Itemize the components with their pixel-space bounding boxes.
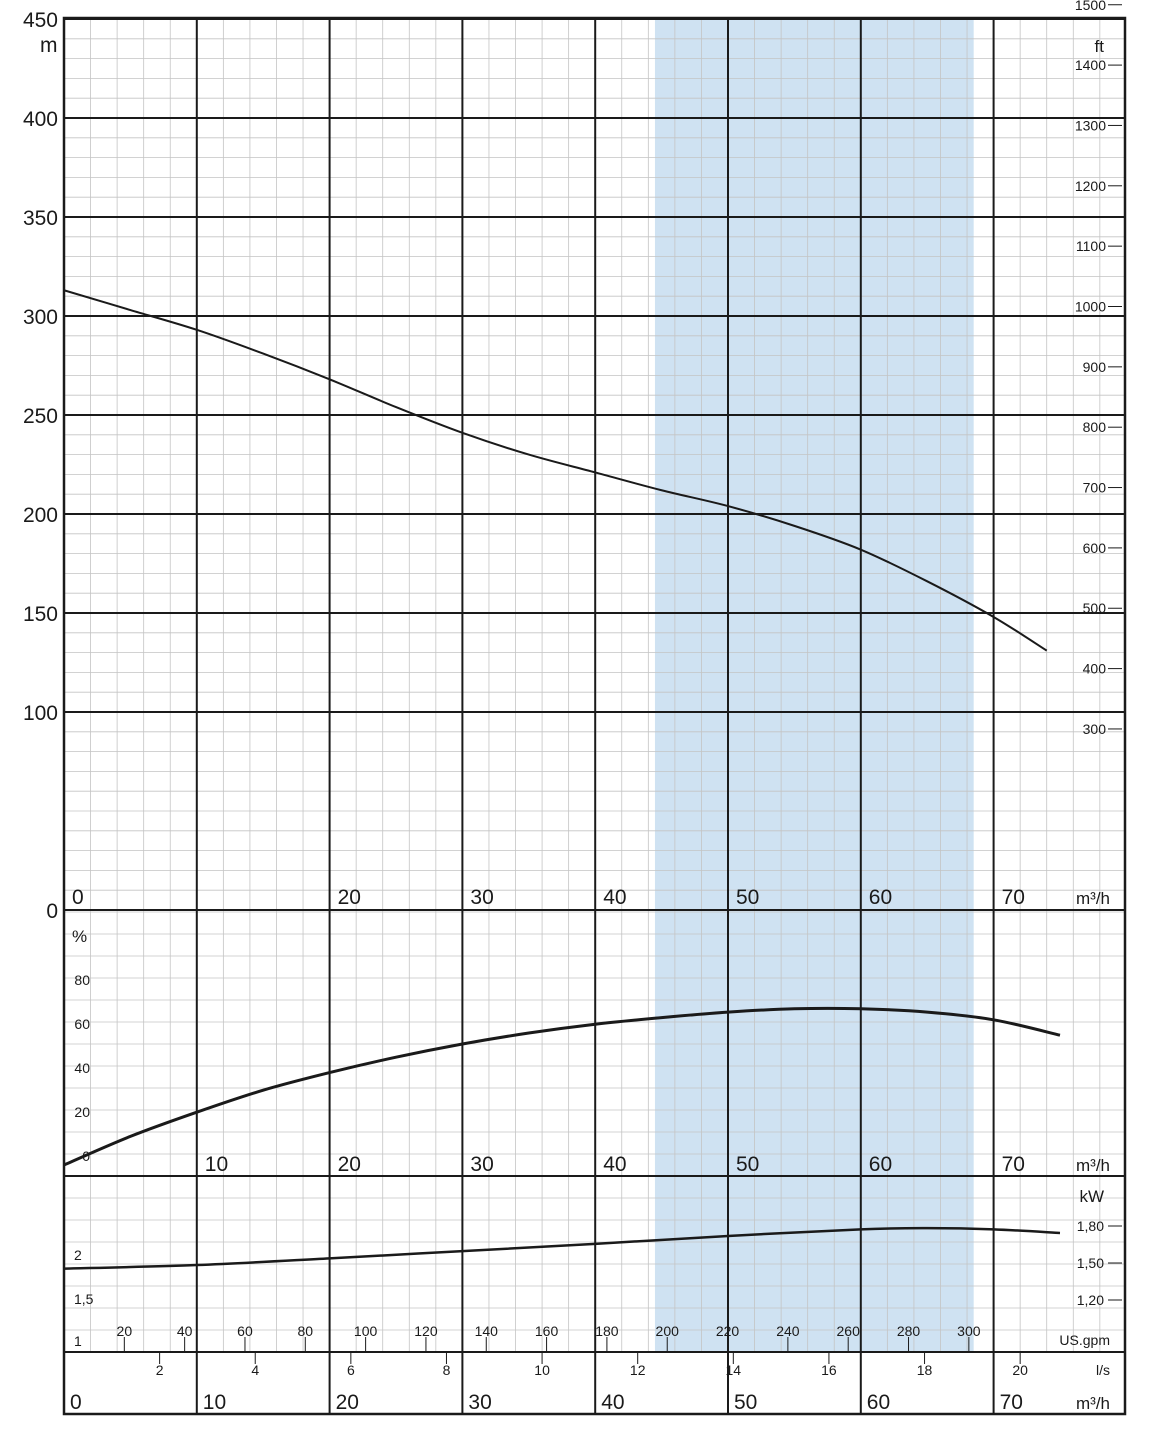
ls-tick-label: 20 [1012,1362,1028,1378]
usgpm-tick-label: 260 [837,1323,861,1339]
head-tick-label: 250 [23,405,58,428]
head-x-tick-label: 60 [869,886,892,909]
bottom-x-tick-label: 10 [203,1391,226,1414]
efficiency-tick-label: 40 [74,1060,90,1076]
head-axis-unit: m [40,34,58,57]
power-axis-unit: kW [1079,1187,1104,1206]
bottom-x-tick-label: 20 [336,1391,359,1414]
ls-tick-label: 2 [156,1362,164,1378]
efficiency-x-tick-label: 40 [603,1153,626,1176]
feet-tick-label: 600 [1083,540,1107,556]
efficiency-x-tick-label: 60 [869,1153,892,1176]
power-tick-label: 1,20 [1077,1292,1104,1308]
efficiency-tick-label: 60 [74,1016,90,1032]
usgpm-tick-label: 120 [414,1323,438,1339]
feet-tick-label: 1200 [1075,178,1106,194]
head-x-unit: m³/h [1076,889,1110,908]
feet-tick-label: 1400 [1075,57,1106,73]
usgpm-tick-label: 180 [595,1323,619,1339]
usgpm-tick-label: 220 [716,1323,740,1339]
head-tick-label: 300 [23,306,58,329]
ls-tick-label: 12 [630,1362,646,1378]
power-tick-label: 1,80 [1077,1218,1104,1234]
bottom-x-unit: m³/h [1076,1394,1110,1413]
feet-tick-label: 1300 [1075,117,1106,133]
head-tick-label: 0 [46,900,58,923]
head-tick-label: 450 [23,9,58,32]
head-tick-label: 350 [23,207,58,230]
ls-tick-label: 10 [534,1362,550,1378]
feet-tick-label: 400 [1083,661,1107,677]
efficiency-x-unit: m³/h [1076,1156,1110,1175]
feet-tick-label: 900 [1083,359,1107,375]
ls-tick-label: 16 [821,1362,837,1378]
performance-curves [63,289,1061,1270]
ls-tick-label: 18 [917,1362,933,1378]
usgpm-tick-label: 40 [177,1323,193,1339]
feet-axis-unit: ft [1095,37,1105,56]
power-left-tick-label: 2 [74,1247,82,1263]
efficiency-tick-label: 20 [74,1104,90,1120]
head-curve [63,289,1048,652]
bottom-x-tick-label: 0 [70,1391,82,1414]
usgpm-tick-label: 140 [475,1323,499,1339]
head-x-tick-label: 20 [338,886,361,909]
bottom-x-tick-label: 60 [867,1391,890,1414]
head-x-tick-label: 0 [72,886,84,909]
ls-tick-label: 6 [347,1362,355,1378]
feet-tick-label: 800 [1083,419,1107,435]
efficiency-x-tick-label: 20 [338,1153,361,1176]
power-curve [63,1226,1061,1270]
ls-tick-label: 14 [726,1362,742,1378]
usgpm-tick-label: 300 [957,1323,981,1339]
ls-tick-label: 4 [251,1362,259,1378]
head-tick-label: 100 [23,702,58,725]
feet-tick-label: 1000 [1075,298,1106,314]
bottom-x-tick-label: 70 [1000,1391,1023,1414]
bottom-x-tick-label: 30 [468,1391,491,1414]
bottom-x-tick-label: 50 [734,1391,757,1414]
chart-frame [62,16,1127,1416]
efficiency-axis-unit: % [72,927,87,946]
bottom-x-tick-label: 40 [601,1391,624,1414]
axis-labels: m0100150200250300350400450ft300400500600… [23,0,1122,1414]
head-x-tick-label: 40 [603,886,626,909]
usgpm-tick-label: 280 [897,1323,921,1339]
usgpm-tick-label: 160 [535,1323,559,1339]
usgpm-tick-label: 240 [776,1323,800,1339]
efficiency-x-tick-label: 10 [205,1153,228,1176]
efficiency-curve [63,1006,1061,1167]
feet-tick-label: 700 [1083,480,1107,496]
feet-tick-label: 500 [1083,600,1107,616]
efficiency-x-tick-label: 30 [470,1153,493,1176]
usgpm-tick-label: 80 [298,1323,314,1339]
efficiency-tick-label: 80 [74,972,90,988]
major-grid [64,18,1125,1414]
usgpm-tick-label: 60 [237,1323,253,1339]
feet-tick-label: 1100 [1076,238,1106,254]
head-tick-label: 150 [23,603,58,626]
usgpm-unit: US.gpm [1059,1332,1110,1348]
power-tick-label: 1,50 [1077,1255,1104,1271]
feet-tick-label: 1500 [1075,0,1106,13]
efficiency-tick-label: 0 [82,1148,90,1164]
efficiency-x-tick-label: 70 [1002,1153,1025,1176]
head-x-tick-label: 70 [1002,886,1025,909]
efficiency-x-tick-label: 50 [736,1153,759,1176]
ls-tick-label: 8 [443,1362,451,1378]
usgpm-tick-label: 200 [656,1323,680,1339]
feet-tick-label: 300 [1083,721,1107,737]
head-tick-label: 200 [23,504,58,527]
head-x-tick-label: 50 [736,886,759,909]
power-left-tick-label: 1 [74,1333,82,1349]
ls-unit: l/s [1096,1362,1110,1378]
head-tick-label: 400 [23,108,58,131]
head-x-tick-label: 30 [470,886,493,909]
usgpm-tick-label: 20 [117,1323,133,1339]
usgpm-tick-label: 100 [354,1323,378,1339]
recommended-range-band [654,18,974,1352]
power-left-tick-label: 1,5 [74,1291,94,1307]
